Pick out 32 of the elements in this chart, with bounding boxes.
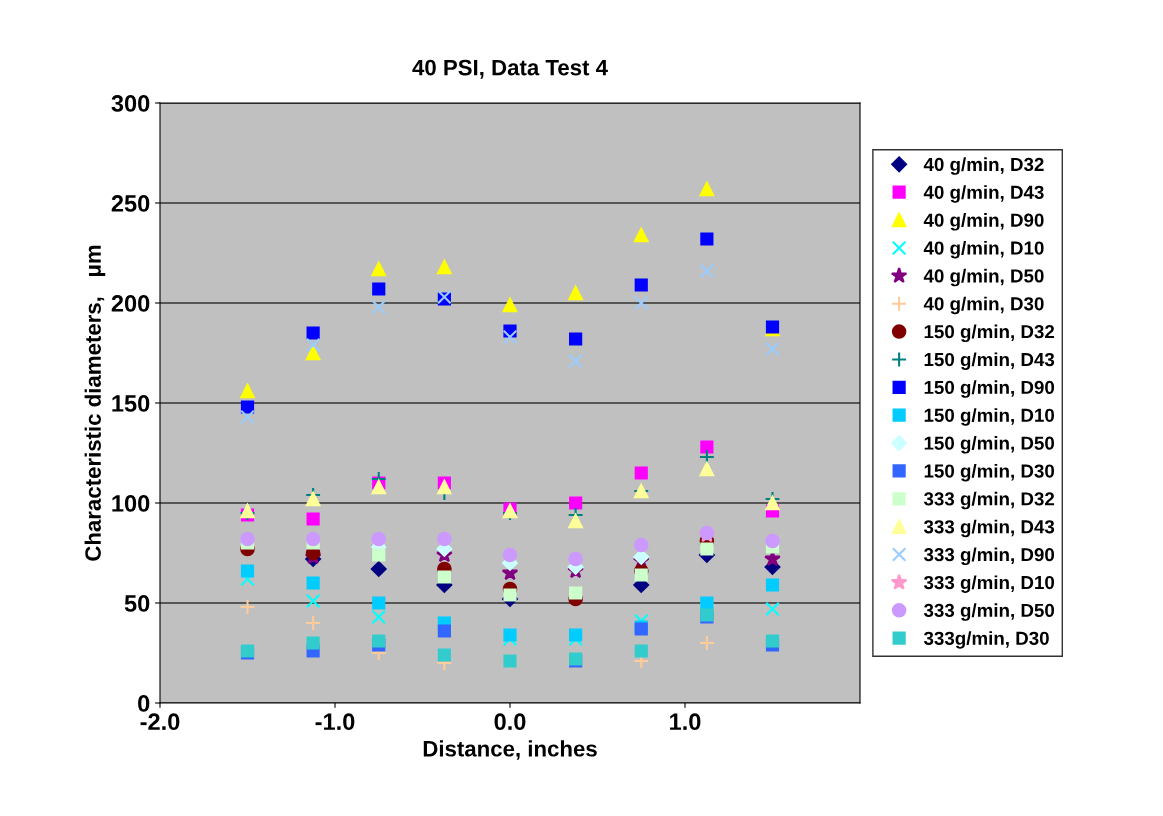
chart-title: 40 PSI, Data Test 4 [412,59,608,79]
x-tick-label: -1.0 [315,713,355,731]
y-axis-title: Characteristic diameters, μm [84,245,106,561]
y-tick-label: 250 [111,195,150,212]
y-tick-label: 150 [112,395,150,412]
x-axis-title: Distance, inches [423,740,597,760]
legend-label: 40 g/min, D10 [923,240,1044,259]
legend-label: 150 g/min, D90 [924,380,1055,398]
x-tick-label: -2.0 [140,713,180,731]
y-tick-label: 300 [111,95,150,112]
legend-label: 333 g/min, D90 [923,547,1055,566]
legend-label: 333 g/min, D50 [923,603,1055,621]
legend-label: 40 g/min, D30 [923,296,1044,315]
x-tick-label: 1.0 [670,713,701,731]
y-tick-label: 200 [111,295,150,312]
legend-label: 333 g/min, D43 [923,519,1055,538]
legend-label: 40 g/min, D43 [923,185,1044,203]
y-tick-label: 50 [124,595,150,612]
x-tick-label: 0.0 [494,713,526,731]
legend-label: 150 g/min, D43 [924,352,1055,370]
legend-label: 333 g/min, D32 [923,491,1055,510]
legend-label: 150 g/min, D32 [924,324,1055,343]
legend-label: 40 g/min, D90 [923,213,1044,231]
legend-label: 40 g/min, D50 [923,268,1044,287]
legend-label: 40 g/min, D32 [923,157,1044,175]
legend-label: 150 g/min, D50 [924,436,1055,454]
legend-label: 150 g/min, D10 [924,408,1055,426]
y-tick-label: 100 [112,495,150,512]
legend-label: 333 g/min, D10 [923,575,1055,593]
legend-label: 333g/min, D30 [923,631,1049,649]
legend-label: 150 g/min, D30 [924,463,1055,482]
y-tick-label: 0 [138,695,150,712]
